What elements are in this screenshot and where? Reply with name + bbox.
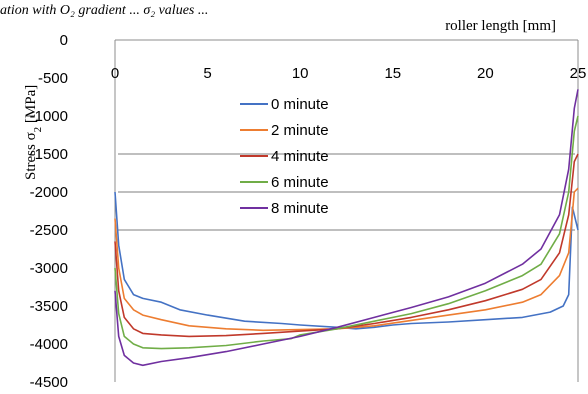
- series-line-4: [114, 89, 579, 367]
- y-tick-label: -500: [38, 70, 68, 87]
- x-tick-label: 0: [111, 65, 119, 82]
- x-tick-label: 25: [570, 65, 587, 82]
- series-line-2: [114, 153, 579, 338]
- series-line-0: [114, 191, 579, 330]
- x-tick-labels: 0 5 10 15 20 25: [111, 65, 587, 82]
- y-tick-label: -4500: [30, 374, 68, 391]
- y-tick-label: -2000: [30, 184, 68, 201]
- legend-label: 2 minute: [271, 122, 329, 139]
- x-axis-label: roller length [mm]: [445, 18, 556, 34]
- series-line-1: [114, 187, 579, 332]
- y-tick-labels: 0 -500 -1000 -1500 -2000 -2500 -3000 -3500 -4000…: [30, 32, 68, 391]
- y-gridlines: [118, 153, 575, 231]
- y-axis-label: Stress σ2 [MPa]: [23, 85, 44, 180]
- legend-label: 6 minute: [271, 174, 329, 191]
- x-tick-label: 5: [203, 65, 211, 82]
- x-tick-label: 10: [292, 65, 309, 82]
- series-lines: [114, 89, 579, 367]
- series-line-3: [114, 115, 579, 350]
- x-tick-label: 15: [384, 65, 401, 82]
- y-tick-label: -1500: [30, 146, 68, 163]
- legend-label: 4 minute: [271, 148, 329, 165]
- y-tick-label: -3500: [30, 298, 68, 315]
- y-tick-label: 0: [60, 32, 68, 49]
- axes: [114, 39, 579, 382]
- y-tick-label: -1000: [30, 108, 68, 125]
- y-tick-label: -2500: [30, 222, 68, 239]
- y-tick-label: -3000: [30, 260, 68, 277]
- legend-label: 8 minute: [271, 200, 329, 217]
- y-tick-label: -4000: [30, 336, 68, 353]
- legend-label: 0 minute: [271, 96, 329, 113]
- x-tick-label: 20: [477, 65, 494, 82]
- top-caption: ation with O₂ gradient ... σ₂ values ...: [0, 3, 208, 18]
- legend: 0 minute 2 minute 4 minute 6 minute 8 minute: [240, 96, 329, 217]
